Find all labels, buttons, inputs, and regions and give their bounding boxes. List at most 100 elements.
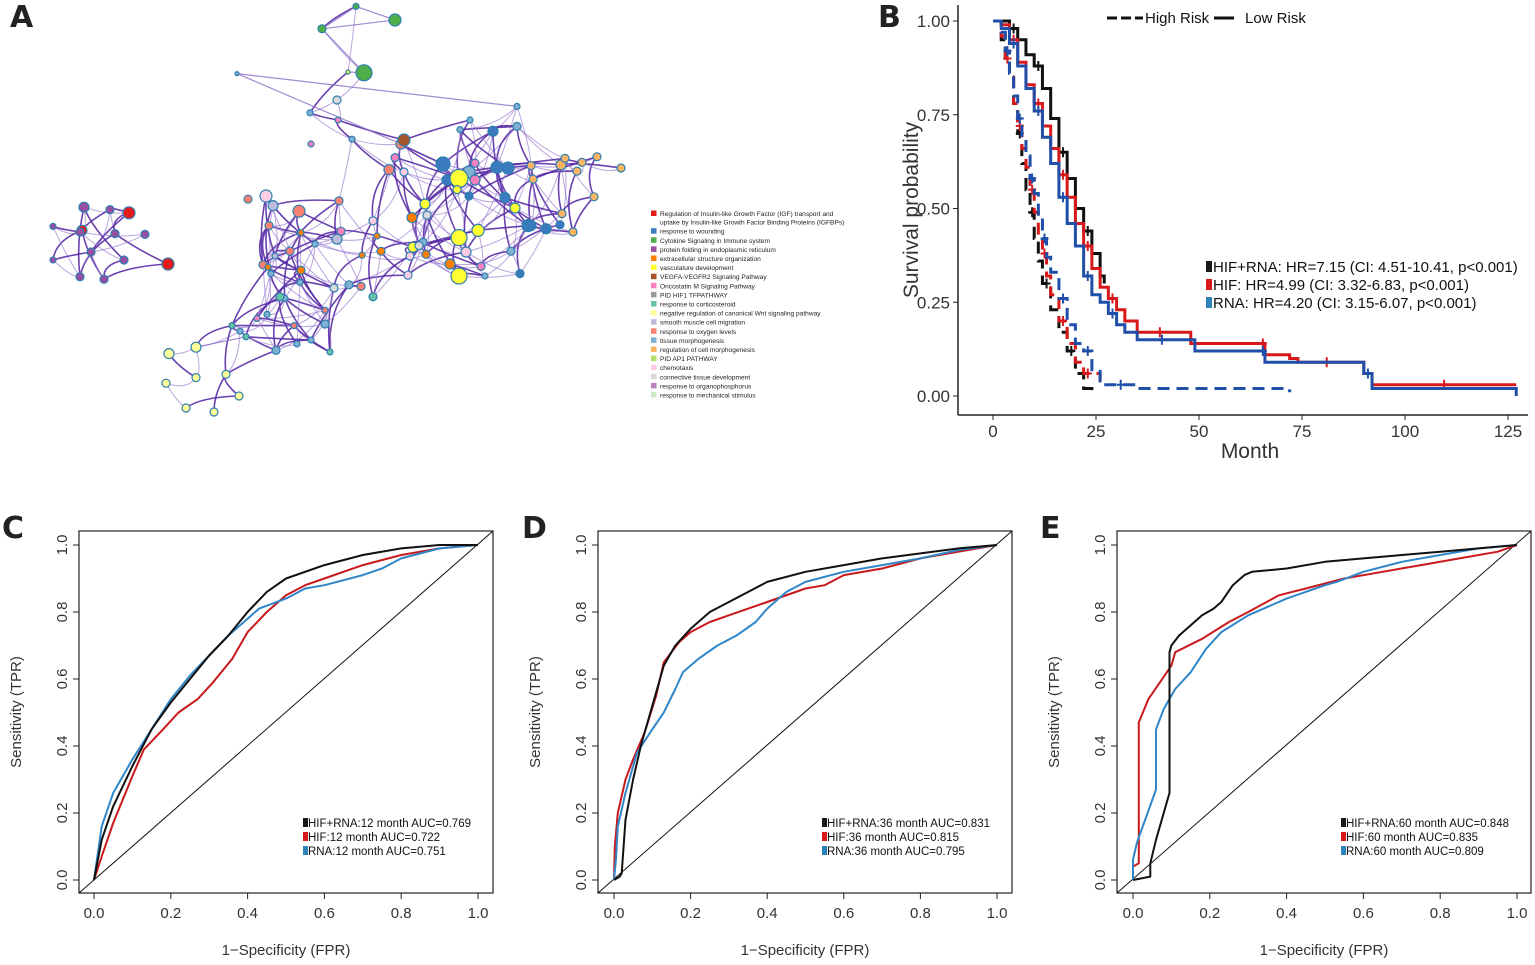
roc-curve-hif [613,544,998,881]
network-legend: Regulation of Insulin-like Growth Factor… [651,210,844,400]
km-censor-mark [1034,61,1043,71]
network-node [161,257,175,271]
network-edge [568,170,578,233]
network-node [525,220,537,232]
km-x-tick-label: 50 [1190,422,1209,441]
km-hr-legend: HIF+RNA: HR=7.15 (CI: 4.51-10.41, p<0.00… [1206,259,1518,312]
network-edge [355,5,396,21]
network-node [376,246,386,256]
network-edge [300,200,340,234]
network-node [515,269,525,279]
network-node [405,251,415,261]
network-edge [407,215,428,276]
x-tick-label: 0.6 [1353,905,1374,922]
km-y-tick-label: 0.25 [917,293,950,312]
km-censor-mark [1015,113,1024,124]
network-node [449,168,469,188]
network-legend-swatch [651,392,657,398]
x-tick-label: 0.2 [1199,905,1220,922]
x-axis-label: 1−Specificity (FPR) [741,942,870,959]
network-node [296,265,306,275]
km-censor-mark [1083,271,1092,281]
legend-label: HIF:36 month AUC=0.815 [827,832,959,844]
roc-curve-rna [1132,544,1518,880]
network-edge [165,377,197,387]
x-tick-label: 1.0 [987,905,1008,922]
x-tick-label: 1.0 [468,905,489,922]
network-node [368,292,378,302]
network-node [329,283,339,293]
network-node [99,274,109,284]
network-legend-swatch [651,291,657,298]
km-curve-hif-rna-low-risk [993,19,1106,284]
network-node [568,227,578,237]
network-node [466,116,474,124]
legend-swatch [303,832,308,841]
network-edge [336,235,378,241]
network-legend-label: chemotaxis [660,365,694,372]
network-node [161,378,171,388]
roc-curve-hif-rna [1132,544,1518,881]
network-legend-swatch [651,255,657,261]
network-edge [426,195,470,216]
network-node [334,116,342,124]
network-node [209,407,219,417]
network-node [499,192,511,204]
y-tick-label: 0.6 [54,669,71,690]
network-edges [52,5,622,413]
network-legend-swatch [651,382,657,389]
network-node [406,212,418,224]
network-edge [496,106,518,168]
network-edge [519,228,547,274]
network-node [490,160,504,174]
km-censor-mark [1028,173,1037,184]
y-tick-label: 0.2 [573,803,590,824]
network-legend-swatch [651,237,657,243]
network-node [271,252,279,260]
roc-curve-hif [1132,544,1518,870]
network-node [481,272,489,280]
network-node [358,251,366,259]
network-legend-label: vasculature development [660,265,733,272]
km-curve-rna-high-risk [993,19,1292,393]
network-node [259,189,273,203]
network-node [460,246,472,258]
km-y-tick-label: 0.75 [917,106,950,125]
legend-swatch [303,818,308,827]
network-node [444,258,456,270]
legend-label: RNA:12 month AUC=0.751 [308,846,446,858]
km-censor-mark [1042,278,1051,289]
network-legend-swatch [651,310,657,316]
y-tick-label: 0.8 [54,602,71,623]
network-node [122,206,136,220]
network-legend-swatch [651,328,657,334]
network-node [390,153,400,163]
network-legend-label: uptake by Insulin-like Growth Factor Bin… [660,220,844,227]
network-node [163,348,175,360]
network-edge [376,169,390,237]
y-tick-label: 0.0 [1092,870,1109,891]
x-tick-label: 0.8 [1430,905,1451,922]
network-edge [474,179,529,227]
network-node [616,163,626,173]
network-edge [296,282,301,345]
network-node [526,161,536,171]
high-risk-legend-label: High Risk [1145,10,1210,27]
km-y-label: Survival probability [900,121,923,298]
network-node [506,246,516,256]
network-legend-label: PID HIF1 TFPATHWAY [660,292,728,299]
km-censor-mark [1059,316,1068,326]
network-edge [380,250,409,276]
network-edge [309,71,349,114]
network-edge [336,238,362,287]
low-risk-legend-label: Low Risk [1245,10,1306,27]
network-edge [351,138,402,146]
network-node [105,205,115,215]
x-tick-label: 0.6 [833,905,854,922]
network-edge [310,287,335,341]
network-node [321,306,329,314]
y-tick-label: 0.8 [573,602,590,623]
legend-label: HIF+RNA:60 month AUC=0.848 [1346,818,1509,830]
